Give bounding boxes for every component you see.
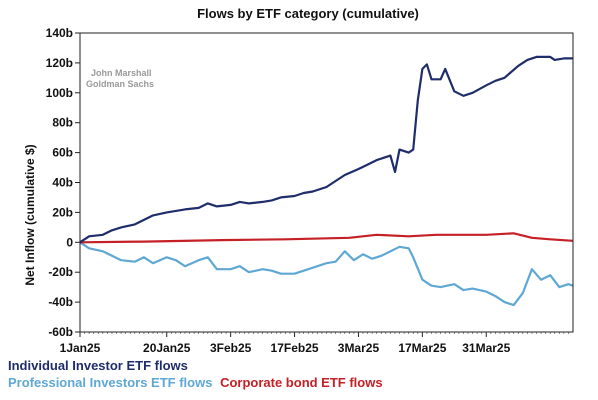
y-tick-label: 120b <box>46 56 73 70</box>
y-tick-label: -40b <box>48 295 73 309</box>
y-tick-label: 20b <box>52 205 73 219</box>
y-tick-label: -20b <box>48 265 73 279</box>
legend-row-1: Individual Investor ETF flows <box>8 358 188 373</box>
y-tick-label: -60b <box>48 325 73 339</box>
x-axis-ticks: 1Jan25 20Jan25 3Feb25 17Feb25 3Mar25 17Mar25 3… <box>60 332 569 355</box>
series-individual-investor-line <box>79 55 573 244</box>
y-tick-label: 140b <box>46 26 73 40</box>
series-lines <box>79 55 574 307</box>
y-tick-label: 40b <box>52 176 73 190</box>
x-tick-label: 3Mar25 <box>338 341 380 355</box>
plot-frame <box>79 32 574 333</box>
legend-individual-investor: Individual Investor ETF flows <box>8 358 188 373</box>
series-professional-investors-line <box>79 241 574 307</box>
y-tick-label: 0 <box>66 235 73 249</box>
watermark-line-1: John Marshall <box>91 68 152 78</box>
x-tick-label: 3Feb25 <box>210 341 252 355</box>
chart-title: Flows by ETF category (cumulative) <box>197 6 419 21</box>
legend-corporate-bond: Corporate bond ETF flows <box>220 375 383 390</box>
y-tick-label: 60b <box>52 146 73 160</box>
x-tick-label: 20Jan25 <box>143 341 191 355</box>
y-axis-label: Net Inflow (cumulative $) <box>23 144 37 285</box>
x-tick-label: 17Mar25 <box>398 341 446 355</box>
y-tick-label: 100b <box>46 86 73 100</box>
legend-row-2: Professional Investors ETF flows Corpora… <box>8 375 383 390</box>
series-corporate-bond-line <box>79 232 574 244</box>
watermark-line-2: Goldman Sachs <box>86 79 154 89</box>
legend-professional-investors: Professional Investors ETF flows <box>8 375 213 390</box>
x-tick-label: 31Mar25 <box>462 341 510 355</box>
y-tick-label: 80b <box>52 116 73 130</box>
x-tick-label: 1Jan25 <box>60 341 101 355</box>
y-axis-ticks: -60b -40b -20b 0 20b 40b 60b 80b 100b 120b 140b <box>46 26 80 339</box>
x-tick-label: 17Feb25 <box>271 341 319 355</box>
